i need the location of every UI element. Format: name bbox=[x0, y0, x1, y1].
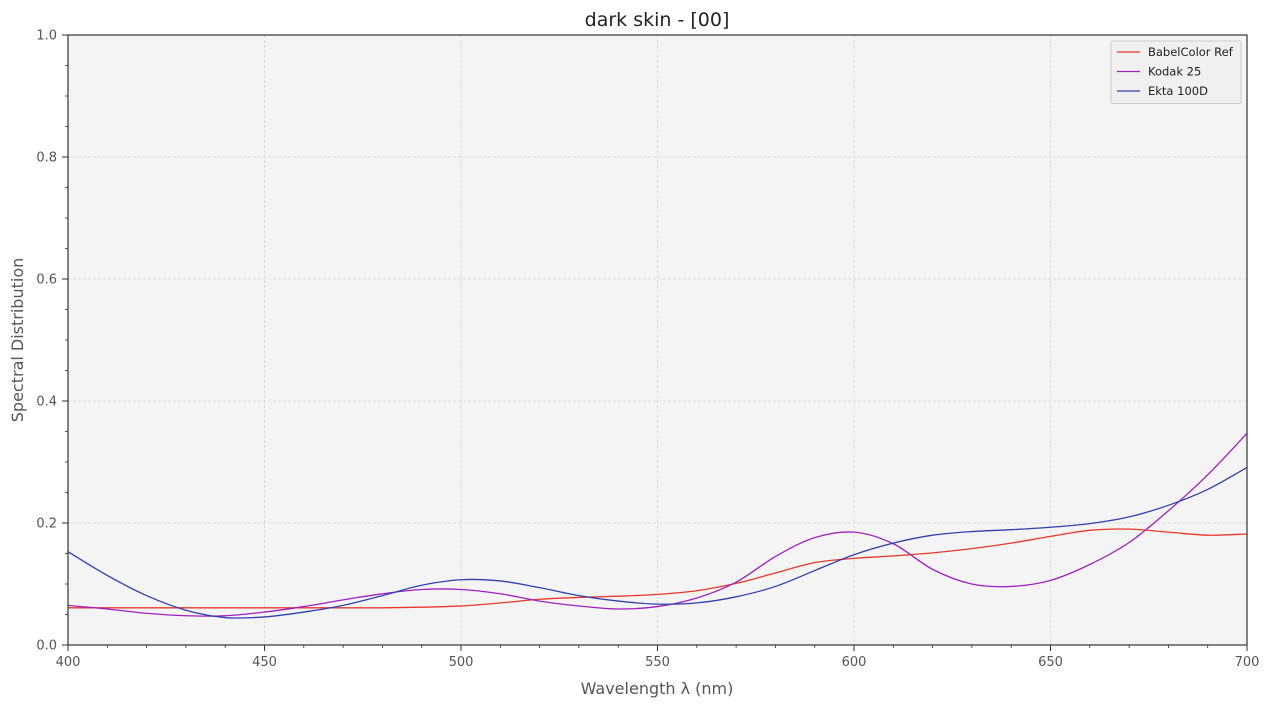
y-tick-label: 0.6 bbox=[36, 273, 57, 288]
x-tick-label: 450 bbox=[252, 655, 277, 670]
series-layer bbox=[67, 432, 1248, 619]
y-tick-label: 0.0 bbox=[36, 639, 57, 654]
chart-title: dark skin - [00] bbox=[585, 9, 730, 31]
axes: 400 450 500 550 600 650 700 0.0 0.2 0.4 0.6 0.8 1.0 bbox=[36, 29, 1259, 671]
y-tick-label: 1.0 bbox=[36, 29, 57, 44]
y-tick-label: 0.8 bbox=[36, 151, 57, 166]
legend-label-kodak-25: Kodak 25 bbox=[1148, 65, 1201, 79]
legend-box bbox=[1110, 40, 1242, 104]
x-tick-label: 550 bbox=[645, 655, 670, 670]
x-tick-label: 500 bbox=[449, 655, 474, 670]
y-tick-label: 0.4 bbox=[36, 395, 57, 410]
x-tick-label: 600 bbox=[842, 655, 867, 670]
y-tick-label: 0.2 bbox=[36, 517, 57, 532]
x-axis-label: Wavelength λ (nm) bbox=[581, 679, 734, 698]
x-tick-label: 400 bbox=[56, 655, 81, 670]
legend-label-ekta-100d: Ekta 100D bbox=[1148, 84, 1208, 98]
legend: BabelColor Ref Kodak 25 Ekta 100D bbox=[1110, 40, 1242, 104]
series-line-ekta-100d bbox=[67, 466, 1248, 619]
y-axis-label: Spectral Distribution bbox=[8, 258, 27, 422]
x-tick-label: 700 bbox=[1235, 655, 1260, 670]
series-line-babelcolor-ref bbox=[68, 528, 1248, 609]
series-line-kodak-25 bbox=[67, 432, 1248, 617]
legend-label-babelcolor-ref: BabelColor Ref bbox=[1148, 45, 1234, 59]
x-tick-label: 650 bbox=[1038, 655, 1063, 670]
